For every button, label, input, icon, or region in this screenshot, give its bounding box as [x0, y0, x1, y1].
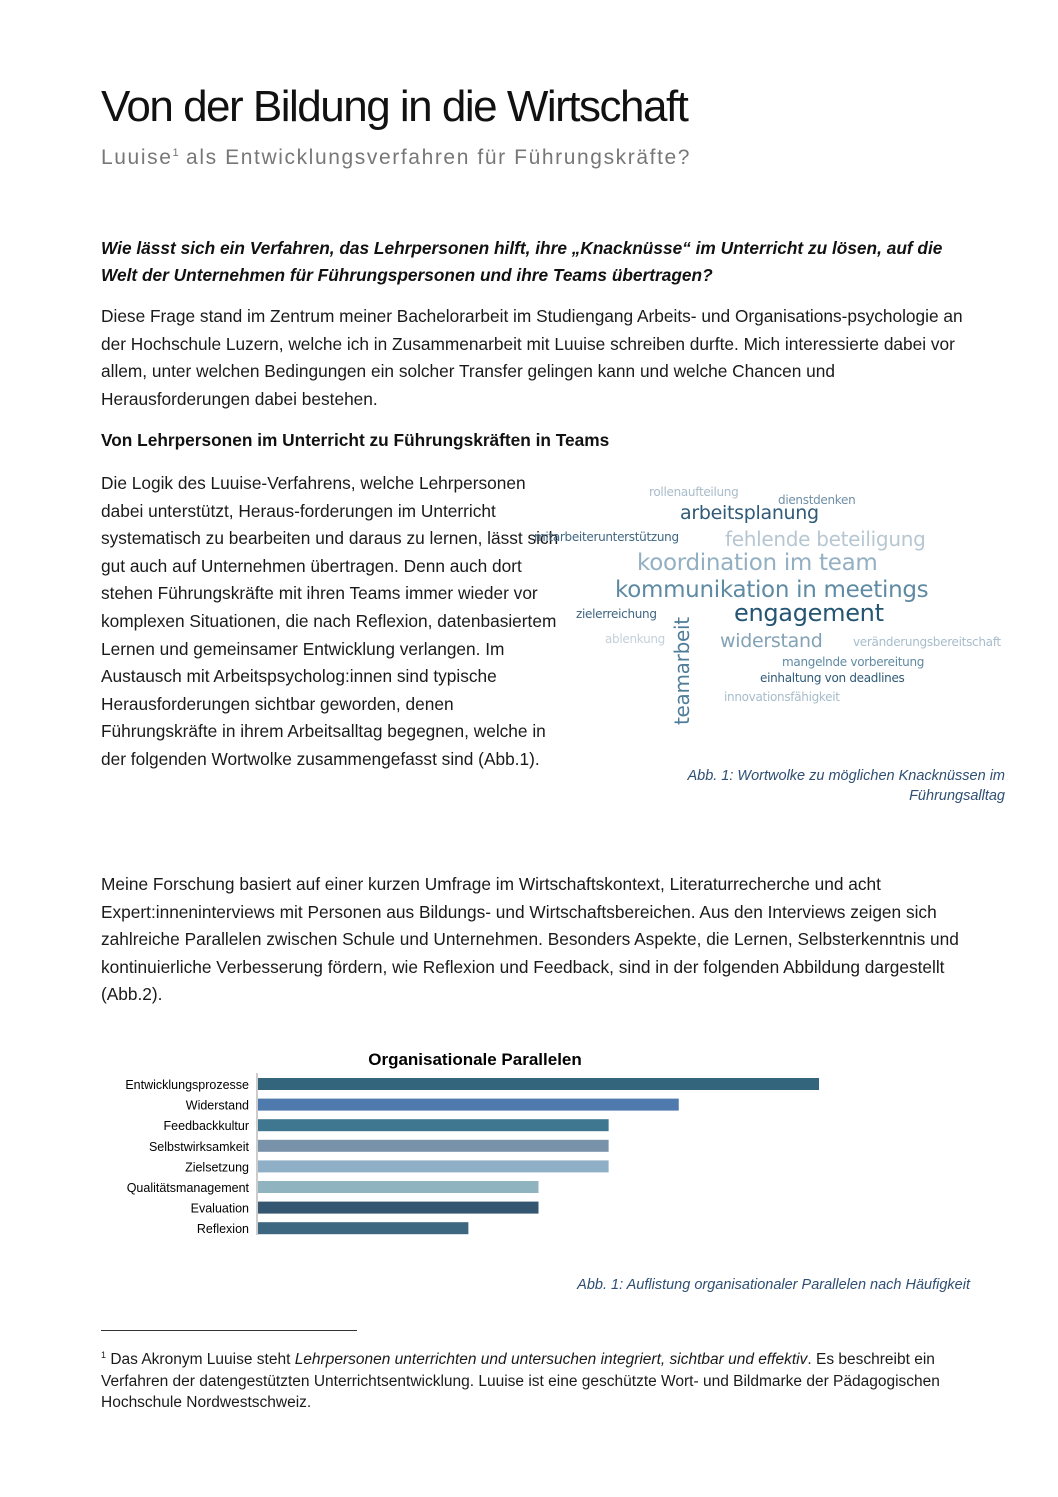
word-cloud-term: koordination im team [637, 550, 878, 576]
category-label: Entwicklungsprozesse [125, 1078, 249, 1092]
word-cloud-term: widerstand [720, 630, 823, 652]
footnote: 1 Das Akronym Luuise steht Lehrpersonen … [101, 1345, 961, 1414]
bar [258, 1098, 679, 1111]
bar [258, 1160, 609, 1173]
word-cloud-term: dienstdenken [778, 493, 856, 507]
chart-title: Organisationale Parallelen [368, 1050, 582, 1069]
figure-caption-2: Abb. 1: Auflistung organisationaler Para… [577, 1277, 970, 1293]
bar-chart: Organisationale Parallelen Entwicklungspr… [125, 1050, 819, 1236]
section-heading: Von Lehrpersonen im Unterricht zu Führun… [101, 430, 610, 450]
footnote-number: 1 [101, 1350, 107, 1360]
lead-question: Wie lässt sich ein Verfahren, das Lehrpe… [101, 238, 943, 285]
page-title: Von der Bildung in die Wirtschaft [101, 82, 689, 131]
bar [258, 1181, 539, 1193]
word-cloud-term: ablenkung [605, 632, 666, 646]
bar [258, 1222, 469, 1235]
footnote-ref: 1 [172, 147, 179, 159]
word-cloud-term: mangelnde vorbereitung [782, 655, 925, 669]
category-label: Zielsetzung [185, 1160, 249, 1174]
subtitle: Luuise1 als Entwicklungsverfahren für Fü… [101, 146, 691, 170]
footnote-acronym: Lehrpersonen unterrichten und untersuche… [294, 1351, 808, 1369]
word-cloud-term: kommunikation in meetings [615, 577, 929, 603]
category-label: Evaluation [191, 1202, 249, 1216]
word-cloud-term: veränderungsbereitschaft [853, 635, 1001, 649]
paragraph-intro: Diese Frage stand im Zentrum meiner Bach… [101, 306, 963, 409]
word-cloud-term: mitarbeiterunterstützung [534, 530, 679, 544]
bar [258, 1201, 539, 1214]
footnote-divider [101, 1330, 357, 1331]
subtitle-text: Luuise [101, 146, 173, 169]
word-cloud-term: zielerreichung [576, 607, 657, 621]
word-cloud-term: einhaltung von deadlines [760, 671, 905, 685]
paragraph-logic: Die Logik des Luuise-Verfahrens, welche … [101, 473, 559, 769]
category-label: Reflexion [197, 1222, 249, 1236]
word-cloud-term: engagement [734, 599, 884, 627]
word-cloud-term: innovationsfähigkeit [724, 690, 840, 704]
bar [258, 1119, 609, 1132]
category-label: Selbstwirksamkeit [149, 1140, 250, 1154]
word-cloud-term: rollenaufteilung [649, 485, 739, 499]
category-label: Feedbackkultur [164, 1119, 249, 1133]
bar [258, 1139, 609, 1152]
footnote-text: Das Akronym Luuise steht [106, 1351, 295, 1369]
subtitle-text: als Entwicklungsverfahren für Führungskr… [178, 146, 692, 169]
paragraph-research: Meine Forschung basiert auf einer kurzen… [101, 874, 959, 1005]
word-cloud-term: fehlende beteiligung [725, 527, 926, 551]
word-cloud-term: arbeitsplanung [680, 502, 819, 524]
bar [258, 1078, 819, 1090]
figure-caption-1: Abb. 1: Wortwolke zu möglichen Knacknüss… [687, 768, 1005, 804]
footnote-text: . Es beschreibt ein Verfahren der dateng… [101, 1351, 940, 1412]
word-cloud: rollenaufteilung dienstdenken arbeitsplanu… [530, 480, 1010, 730]
word-cloud-term: teamarbeit [670, 617, 694, 725]
category-label: Qualitätsmanagement [127, 1181, 250, 1195]
category-label: Widerstand [186, 1099, 249, 1113]
